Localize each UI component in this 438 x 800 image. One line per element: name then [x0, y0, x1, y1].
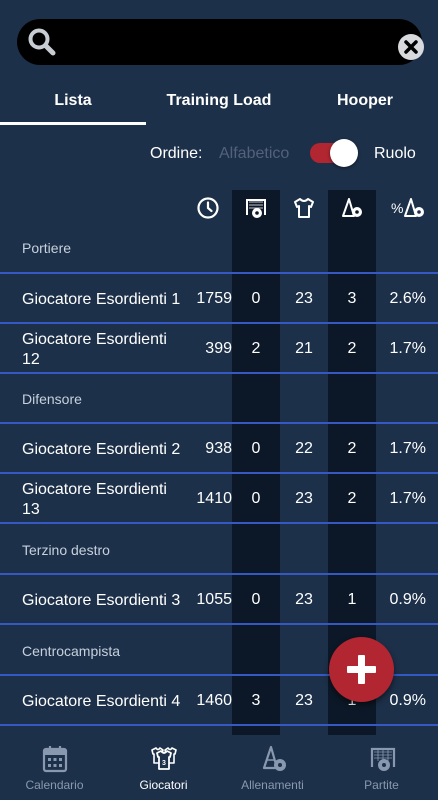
add-button[interactable] — [329, 637, 394, 702]
tab-training-load[interactable]: Training Load — [166, 92, 272, 109]
minutes-value: 399 — [205, 340, 232, 357]
appearances-value: 21 — [295, 340, 313, 357]
minutes-value: 1055 — [196, 591, 232, 608]
player-name: Giocatore Esordienti 4 — [22, 693, 181, 710]
trainings-percent-value: 0.9% — [389, 591, 426, 608]
tab-lista[interactable]: Lista — [54, 92, 92, 109]
appearances-value: 23 — [295, 692, 313, 709]
svg-text:3: 3 — [162, 760, 166, 767]
section-divider — [0, 272, 438, 274]
section-title-terzino-destro: Terzino destro — [22, 542, 110, 558]
order-option-alphabetic[interactable]: Alfabetico — [219, 145, 290, 162]
trainings-value: 3 — [347, 290, 357, 307]
search-input[interactable] — [77, 27, 377, 57]
order-label: Ordine: — [150, 145, 203, 162]
appearances-value: 23 — [295, 591, 313, 608]
search-bar[interactable] — [17, 19, 425, 65]
player-name: Giocatore Esordienti 1 — [22, 291, 181, 308]
percent-symbol: % — [391, 200, 404, 216]
order-toggle[interactable] — [308, 139, 358, 167]
trainings-value: 2 — [347, 340, 357, 357]
section-divider — [0, 422, 438, 424]
tab-bar: Lista Training Load Hooper — [0, 78, 438, 126]
nav-label: Partite — [364, 778, 399, 792]
player-name: Giocatore Esordienti 12 — [22, 331, 167, 368]
goals-value: 3 — [251, 692, 261, 709]
goal-ball-icon — [246, 199, 266, 218]
row-divider — [0, 472, 438, 474]
section-title-portiere: Portiere — [22, 240, 72, 256]
plus-icon — [347, 655, 376, 684]
trainings-value: 2 — [347, 440, 357, 457]
clock-icon — [197, 197, 219, 219]
order-option-role[interactable]: Ruolo — [374, 145, 416, 162]
nav-label: Calendario — [25, 778, 84, 792]
appearances-value: 22 — [295, 440, 313, 457]
trainings-percent-value: 0.9% — [389, 692, 426, 709]
row-divider — [0, 522, 438, 524]
player-name: Giocatore Esordienti 13 — [22, 481, 167, 518]
nav-item-calendario[interactable]: Calendario — [0, 735, 109, 800]
toggle-knob — [330, 139, 358, 167]
cones-ball-icon — [262, 745, 286, 771]
nav-label: Allenamenti — [241, 778, 304, 792]
cones-ball-icon — [342, 198, 362, 217]
active-tab-indicator — [0, 122, 146, 125]
trainings-percent-value: 1.7% — [389, 490, 426, 507]
nav-label: Giocatori — [139, 778, 188, 792]
bottom-navigation: Calendario 3 Giocatori Allenamenti Parti… — [0, 735, 438, 800]
search-icon[interactable] — [27, 27, 57, 57]
trainings-value: 2 — [347, 490, 357, 507]
trainings-value: 1 — [347, 591, 357, 608]
goals-value: 2 — [251, 340, 261, 357]
minutes-value: 1460 — [196, 692, 232, 709]
goals-value: 0 — [251, 290, 261, 307]
players-shirt-icon: 3 — [151, 747, 177, 770]
row-divider — [0, 372, 438, 374]
row-divider — [0, 623, 438, 625]
appearances-value: 23 — [295, 290, 313, 307]
minutes-value: 1759 — [196, 290, 232, 307]
section-title-difensore: Difensore — [22, 391, 82, 407]
tab-hooper[interactable]: Hooper — [337, 92, 393, 109]
nav-item-partite[interactable]: Partite — [327, 735, 436, 800]
section-title-centrocampista: Centrocampista — [22, 643, 121, 659]
goals-value: 0 — [251, 591, 261, 608]
nav-item-allenamenti[interactable]: Allenamenti — [218, 735, 327, 800]
percent-cones-ball-icon — [404, 198, 424, 217]
goals-value: 0 — [251, 440, 261, 457]
section-divider — [0, 674, 438, 676]
calendar-icon — [42, 746, 68, 773]
row-divider — [0, 322, 438, 324]
minutes-value: 938 — [205, 440, 232, 457]
appearances-value: 23 — [295, 490, 313, 507]
nav-item-giocatori[interactable]: 3 Giocatori — [109, 735, 218, 800]
row-divider — [0, 724, 438, 726]
trainings-percent-value: 1.7% — [389, 340, 426, 357]
player-name: Giocatore Esordienti 2 — [22, 441, 181, 458]
column-highlight-goals — [232, 190, 280, 735]
trainings-percent-value: 1.7% — [389, 440, 426, 457]
clear-search-icon[interactable] — [397, 33, 425, 61]
goal-ball-icon — [370, 747, 396, 771]
trainings-percent-value: 2.6% — [389, 290, 426, 307]
goals-value: 0 — [251, 490, 261, 507]
shirt-icon — [294, 198, 314, 218]
player-name: Giocatore Esordienti 3 — [22, 592, 181, 609]
section-divider — [0, 573, 438, 575]
minutes-value: 1410 — [196, 490, 232, 507]
